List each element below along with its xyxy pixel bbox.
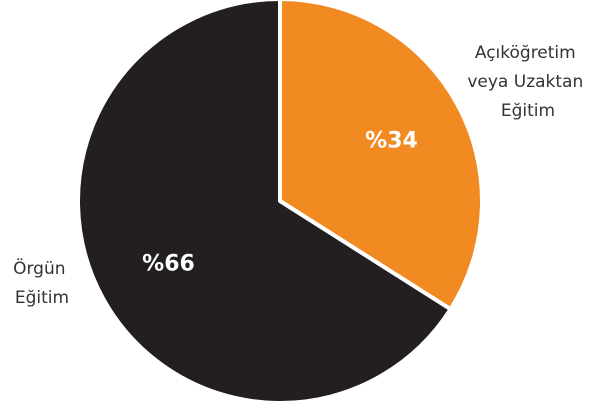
category-label-open-education-line-2: veya Uzaktan [467,72,583,92]
pie-slice-formal-education [76,0,453,405]
category-label-formal-education-line-2: Eğitim [15,288,69,308]
pie-slices [76,0,484,405]
value-label-formal-education: %66 [142,251,195,276]
category-label-open-education-line-3: Eğitim [501,101,555,121]
category-label-open-education-line-1: Açıköğretim [475,43,576,63]
category-label-formal-education: Örgün Eğitim [13,257,71,308]
category-label-open-education: Açıköğretim veya Uzaktan Eğitim [467,43,588,121]
pie-value-labels: %34 %66 [142,129,418,277]
value-label-open-education: %34 [365,129,418,154]
category-label-formal-education-line-1: Örgün [13,257,65,279]
